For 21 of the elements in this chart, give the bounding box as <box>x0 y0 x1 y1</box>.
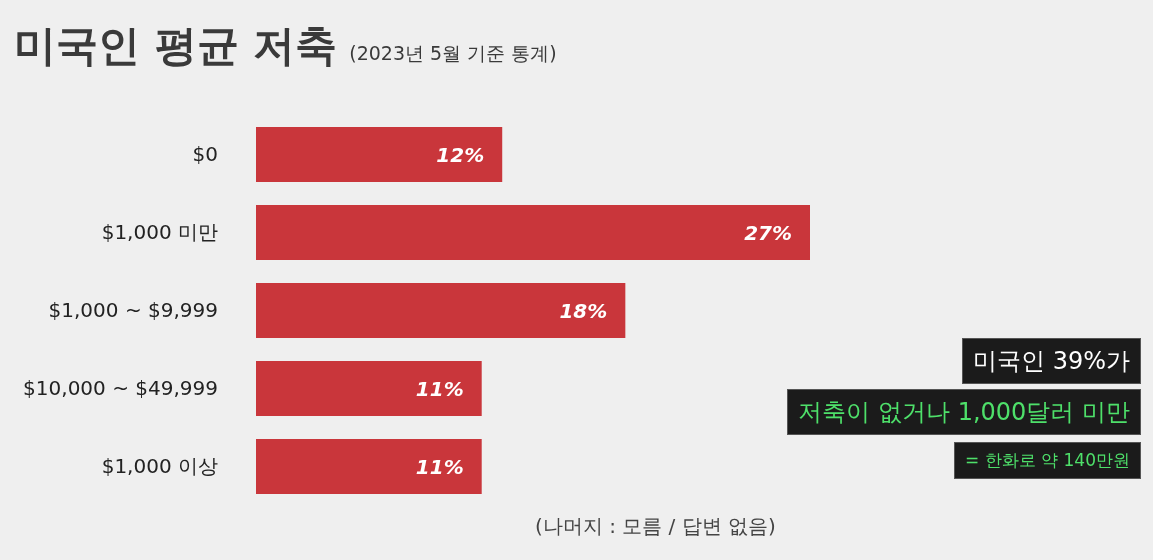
chart-subtitle: (2023년 5월 기준 통계) <box>349 41 557 66</box>
y-tick-label: $1,000 미만 <box>101 220 218 245</box>
bar <box>256 283 626 338</box>
text: (나머지 : 모름 / 답변 없음) <box>535 513 776 540</box>
annotation: 저축이 없거나 1,000달러 미만 <box>787 389 1141 435</box>
bar <box>256 361 482 416</box>
data-label: 12% <box>436 142 485 167</box>
data-label: 11% <box>415 454 464 479</box>
data-label: 27% <box>744 220 792 245</box>
chart-title: 미국인 평균 저축 <box>14 20 338 72</box>
bar <box>256 127 503 182</box>
y-tick-label: $10,000 ~ $49,999 <box>23 376 218 401</box>
bar <box>256 205 810 260</box>
text: = 한화로 약 140만원 <box>954 442 1141 479</box>
y-tick-label: $1,000 이상 <box>101 454 218 479</box>
y-tick-label: $0 <box>192 142 218 167</box>
text: 미국인 39%가 <box>962 338 1141 384</box>
bar <box>256 439 482 494</box>
data-label: 18% <box>559 298 608 323</box>
data-label: 11% <box>415 376 464 401</box>
y-tick-label: $1,000 ~ $9,999 <box>48 298 218 323</box>
